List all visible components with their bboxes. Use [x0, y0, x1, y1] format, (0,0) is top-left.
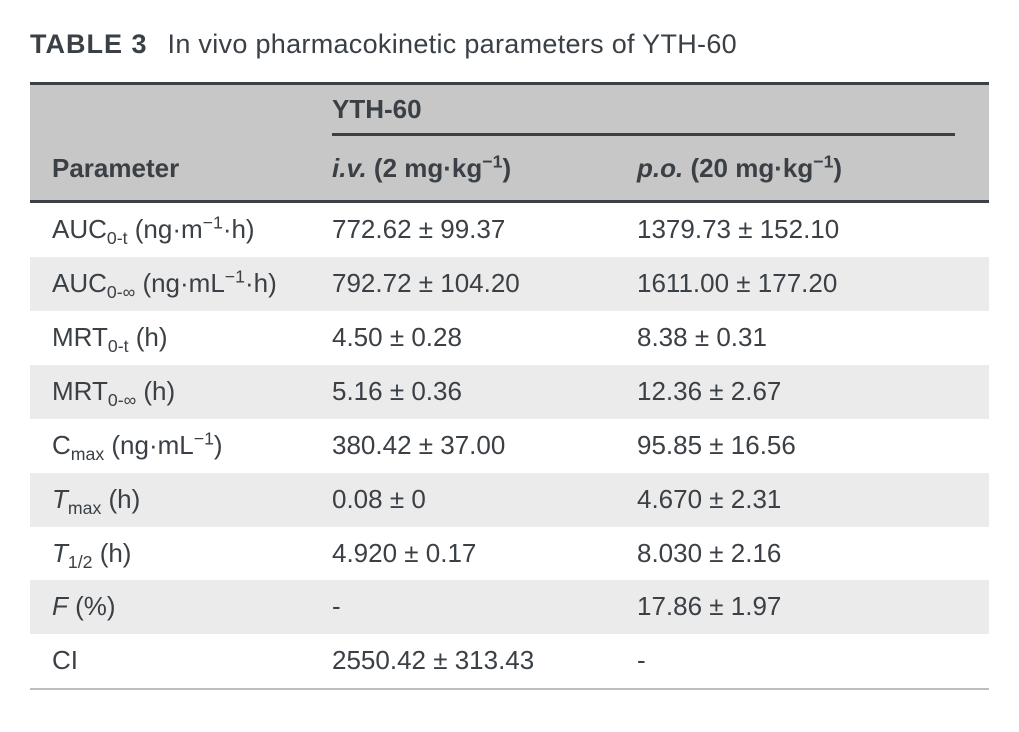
- table-header-group-row: YTH-60: [30, 84, 989, 142]
- cell-parameter: MRT0-t (h): [30, 311, 310, 365]
- pk-table: YTH-60 Parameter i.v. (2 mg·kg−1) p.o. (…: [30, 82, 989, 690]
- cell-parameter: T1/2 (h): [30, 527, 310, 581]
- cell-parameter: CI: [30, 634, 310, 689]
- table-label: TABLE 3: [30, 29, 148, 59]
- col-po: p.o. (20 mg·kg−1): [615, 142, 989, 201]
- cell-iv: 380.42 ± 37.00: [310, 419, 615, 473]
- cell-po: 17.86 ± 1.97: [615, 580, 989, 634]
- cell-po: 8.030 ± 2.16: [615, 527, 989, 581]
- table-row: MRT0-∞ (h)5.16 ± 0.3612.36 ± 2.67: [30, 365, 989, 419]
- cell-iv: 5.16 ± 0.36: [310, 365, 615, 419]
- cell-iv: 4.50 ± 0.28: [310, 311, 615, 365]
- table-row: MRT0-t (h)4.50 ± 0.288.38 ± 0.31: [30, 311, 989, 365]
- cell-parameter: AUC0-∞ (ng·mL−1·h): [30, 257, 310, 311]
- col-iv: i.v. (2 mg·kg−1): [310, 142, 615, 201]
- table-row: CI2550.42 ± 313.43-: [30, 634, 989, 689]
- cell-parameter: F (%): [30, 580, 310, 634]
- cell-po: 8.38 ± 0.31: [615, 311, 989, 365]
- cell-parameter: AUC0-t (ng·m−1·h): [30, 202, 310, 257]
- table-header-columns-row: Parameter i.v. (2 mg·kg−1) p.o. (20 mg·k…: [30, 142, 989, 201]
- cell-iv: 772.62 ± 99.37: [310, 202, 615, 257]
- table-row: F (%)-17.86 ± 1.97: [30, 580, 989, 634]
- cell-parameter: Tmax (h): [30, 473, 310, 527]
- cell-parameter: Cmax (ng·mL−1): [30, 419, 310, 473]
- cell-iv: -: [310, 580, 615, 634]
- cell-iv: 4.920 ± 0.17: [310, 527, 615, 581]
- cell-iv: 792.72 ± 104.20: [310, 257, 615, 311]
- cell-iv: 0.08 ± 0: [310, 473, 615, 527]
- table-row: AUC0-∞ (ng·mL−1·h)792.72 ± 104.201611.00…: [30, 257, 989, 311]
- cell-po: 1379.73 ± 152.10: [615, 202, 989, 257]
- cell-po: 4.670 ± 2.31: [615, 473, 989, 527]
- table-title: In vivo pharmacokinetic parameters of YT…: [168, 29, 737, 59]
- table-row: T1/2 (h)4.920 ± 0.178.030 ± 2.16: [30, 527, 989, 581]
- header-group-label: YTH-60: [332, 95, 955, 136]
- table-row: AUC0-t (ng·m−1·h)772.62 ± 99.371379.73 ±…: [30, 202, 989, 257]
- col-parameter: Parameter: [30, 142, 310, 201]
- header-spacer: [30, 84, 310, 142]
- cell-po: -: [615, 634, 989, 689]
- cell-po: 1611.00 ± 177.20: [615, 257, 989, 311]
- cell-po: 95.85 ± 16.56: [615, 419, 989, 473]
- cell-po: 12.36 ± 2.67: [615, 365, 989, 419]
- table-body: AUC0-t (ng·m−1·h)772.62 ± 99.371379.73 ±…: [30, 202, 989, 690]
- cell-parameter: MRT0-∞ (h): [30, 365, 310, 419]
- table-row: Tmax (h)0.08 ± 04.670 ± 2.31: [30, 473, 989, 527]
- header-group: YTH-60: [310, 84, 989, 142]
- table-caption: TABLE 3 In vivo pharmacokinetic parameter…: [30, 28, 989, 60]
- cell-iv: 2550.42 ± 313.43: [310, 634, 615, 689]
- table-row: Cmax (ng·mL−1)380.42 ± 37.0095.85 ± 16.5…: [30, 419, 989, 473]
